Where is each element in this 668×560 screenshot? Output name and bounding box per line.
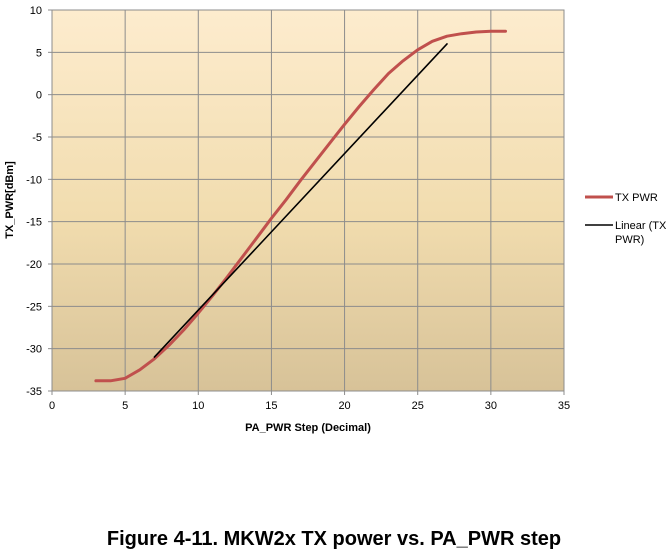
plot-area: [51, 9, 565, 392]
x-tick-label: 35: [558, 400, 570, 412]
x-tick-label: 30: [485, 400, 497, 412]
series-line-linear-trend: [153, 43, 448, 358]
y-tick-label: 0: [36, 90, 42, 102]
x-axis-title: PA_PWR Step (Decimal): [245, 422, 371, 434]
gridlines: [48, 9, 565, 395]
y-tick-label: -5: [32, 132, 42, 144]
legend-label-linear: Linear (TX PWR): [615, 220, 668, 246]
y-tick-label: -25: [26, 301, 42, 313]
chart: 0 5 10 15 20 25 30 35 10 5 0 -5 -10 -15 -20 -25 -30 -35 P…: [4, 5, 668, 434]
series-line-tx-pwr: [94, 29, 507, 383]
y-tick-label: -10: [26, 174, 42, 186]
x-tick-label: 10: [192, 400, 204, 412]
legend-label-tx-pwr: TX PWR: [615, 192, 658, 204]
x-tick-label: 5: [122, 400, 128, 412]
series-lines: [94, 29, 507, 383]
y-tick-label: -35: [26, 386, 42, 398]
y-tick-label: 5: [36, 47, 42, 59]
x-tick-label: 20: [338, 400, 350, 412]
x-tick-label: 0: [49, 400, 55, 412]
y-tick-label: -15: [26, 217, 42, 229]
y-tick-label: 10: [30, 5, 42, 17]
y-axis-title: TX_PWR[dBm]: [4, 161, 16, 239]
y-tick-label: -30: [26, 344, 42, 356]
tick-labels: 0 5 10 15 20 25 30 35 10 5 0 -5 -10 -15 -20 -25 -30 -35: [26, 5, 570, 412]
x-tick-label: 15: [265, 400, 277, 412]
x-tick-label: 25: [412, 400, 424, 412]
figure-caption: Figure 4-11. MKW2x TX power vs. PA_PWR s…: [106, 528, 562, 550]
y-tick-label: -20: [26, 259, 42, 271]
legend: TX PWR Linear (TX PWR): [585, 192, 668, 246]
